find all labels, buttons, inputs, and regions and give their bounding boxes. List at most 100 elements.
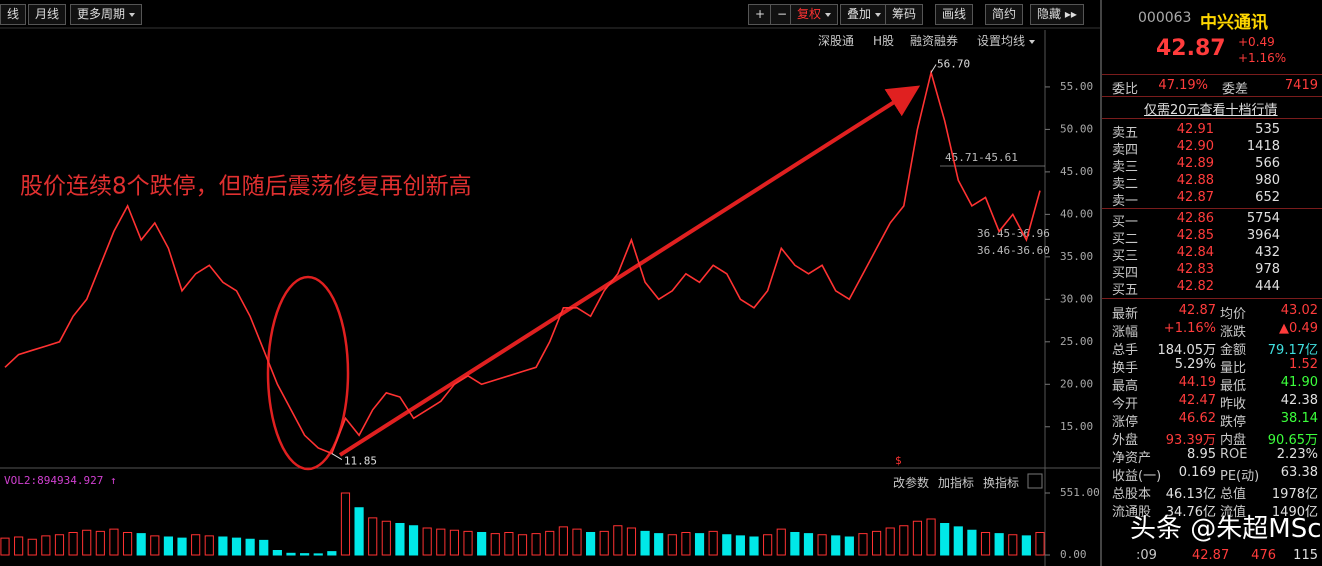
sub-tool[interactable]: H股 [873,34,895,48]
volume-bar [122,531,133,556]
book-price: 42.86 [1176,211,1214,226]
event-marker: $ [895,454,902,467]
volume-bar [150,535,160,556]
volume-bar [231,537,242,556]
stat-value: 1490亿 [1271,505,1318,520]
indicator-tool[interactable]: 换指标 [983,476,1020,490]
volume-bar [654,533,664,556]
volume-bar [517,534,528,556]
volume-bar [558,526,568,556]
volume-bar [422,527,432,556]
book-volume: 432 [1255,245,1280,260]
highlight-ellipse [266,275,350,471]
divider [1102,74,1322,75]
tool-button[interactable]: + [748,4,773,25]
sub-tool[interactable]: 融资融券 [910,34,959,48]
indicator-tool[interactable]: 改参数 [893,476,930,490]
book-volume: 3964 [1246,228,1280,243]
stock-name: 中兴通讯 [1200,13,1268,33]
volume-bar [912,520,923,556]
close-button[interactable] [1027,473,1043,489]
tool-button[interactable]: 叠加 [840,4,889,25]
book-volume: 444 [1255,279,1280,294]
book-label: 卖三 [1112,160,1139,175]
tool-button[interactable]: 隐藏 ▸▸ [1030,4,1084,25]
volume-bar [926,518,936,556]
tool-button[interactable]: 画线 [935,4,974,25]
range-label: 36.46-36.60 [977,244,1050,257]
volume-bar [463,530,473,556]
volume-bar [95,530,105,556]
book-label: 买三 [1112,249,1139,264]
stat-value: 1.52 [1289,357,1318,372]
book-volume: 978 [1255,262,1280,277]
volume-bar [368,517,378,556]
quote-panel: 000063 中兴通讯 42.87 +0.49 +1.16% 委比 47.19% 委差 7419… [1100,0,1322,566]
stat-label: 收益(一) [1112,469,1162,484]
tick-row-cell: 42.87 [1192,548,1230,563]
volume-bar [163,536,174,556]
divider [1102,208,1322,209]
volume-bar [667,534,677,556]
volume-bar [803,533,814,556]
stat-value: 34.76亿 [1165,505,1216,520]
volume-bar [82,529,92,556]
volume-bar [967,529,977,556]
tool-button[interactable]: 复权 [790,4,839,25]
volume-bar [408,525,419,556]
sub-tool[interactable]: 设置均线 [977,32,1035,49]
book-price: 42.83 [1176,262,1214,277]
volume-bar [436,528,446,556]
book-price: 42.85 [1176,228,1214,243]
stat-label: 总值 [1220,487,1247,502]
stat-value: 42.87 [1178,303,1216,318]
stat-label: 金额 [1220,343,1247,358]
stat-label: 总股本 [1112,487,1152,502]
stat-value: 46.13亿 [1165,487,1216,502]
volume-bar [259,539,269,556]
min-pointer [331,453,343,460]
weibi-cell: 47.19% [1158,78,1208,93]
stat-label: 内盘 [1220,433,1247,448]
stat-value: 1978亿 [1271,487,1318,502]
sub-tool[interactable]: 深股通 [818,34,855,48]
volume-bar [1035,531,1045,556]
volume-bar [327,551,337,556]
volume-bar [340,492,351,556]
stat-value: 43.02 [1280,303,1318,318]
y-tick-label: 15.00 [1060,420,1093,433]
tool-button[interactable]: 筹码 [885,4,924,25]
book-label: 买一 [1112,215,1139,230]
volume-bar [191,534,201,556]
stat-value: 42.38 [1280,393,1318,408]
volume-bar [313,553,323,556]
book-price: 42.91 [1176,122,1214,137]
weibi-cell: 委比 [1112,82,1139,97]
volume-bar [871,530,882,556]
indicator-tool[interactable]: 加指标 [938,476,975,490]
tick-row-cell: :09 [1136,548,1157,563]
period-button[interactable]: 线 [0,4,27,25]
y-tick-label: 0.00 [1060,548,1087,561]
period-button[interactable]: 月线 [28,4,67,25]
stat-value: ▲0.49 [1279,321,1318,336]
volume-bar [27,538,37,556]
stat-label: 涨跌 [1220,325,1247,340]
volume-bar [109,528,119,556]
stat-label: 跌停 [1220,415,1247,430]
volume-bar [899,525,909,556]
stat-label: 最新 [1112,307,1139,322]
range-label: 36.45-36.96 [977,227,1050,240]
promo-link[interactable]: 仅需20元查看十档行情 [1144,103,1278,118]
stat-value: 44.19 [1178,375,1216,390]
book-label: 买五 [1112,283,1139,298]
stat-value: 79.17亿 [1267,343,1318,358]
stat-value: 93.39万 [1165,433,1216,448]
range-label: 45.71-45.61 [945,151,1018,164]
tool-button[interactable]: 简约 [985,4,1024,25]
period-button[interactable]: 更多周期 [70,4,143,25]
volume-bar [940,522,950,556]
divider [1102,298,1322,299]
stat-label: 净资产 [1112,451,1152,466]
stat-label: 今开 [1112,397,1139,412]
